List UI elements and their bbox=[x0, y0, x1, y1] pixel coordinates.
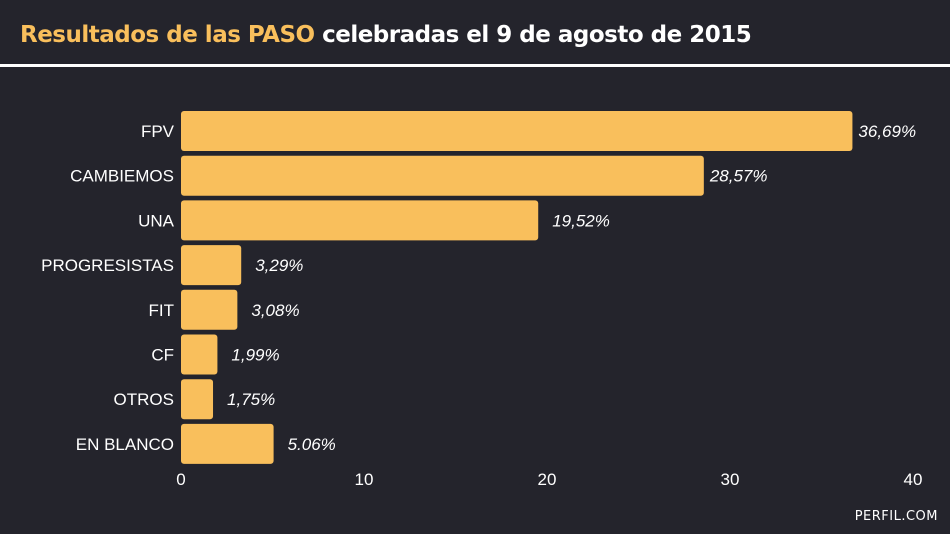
category-label: FIT bbox=[149, 301, 175, 320]
category-label: EN BLANCO bbox=[76, 435, 174, 454]
category-label: PROGRESISTAS bbox=[41, 256, 174, 275]
labels-layer: FPV 36,69% CAMBIEMOS 28,57% UNA 19,52% PROGRES… bbox=[41, 122, 916, 454]
data-label: 1,99% bbox=[231, 346, 279, 365]
x-tick-label: 20 bbox=[538, 470, 557, 489]
bar-cf bbox=[181, 334, 218, 375]
data-label: 19,52% bbox=[552, 211, 610, 230]
bar-otros bbox=[181, 379, 214, 420]
category-label: CF bbox=[151, 346, 174, 365]
data-label: 5.06% bbox=[288, 435, 336, 454]
x-tick-label: 0 bbox=[176, 470, 185, 489]
chart-header: Resultados de las PASO celebradas el 9 d… bbox=[0, 0, 950, 64]
data-label: 3,29% bbox=[255, 256, 303, 275]
source-credit: PERFIL.COM bbox=[854, 509, 938, 524]
category-label: CAMBIEMOS bbox=[70, 167, 174, 186]
category-label: FPV bbox=[141, 122, 175, 141]
x-tick-label: 40 bbox=[904, 470, 923, 489]
x-axis: 0 10 20 30 40 bbox=[176, 470, 922, 489]
title-highlight: Resultados de las PASO bbox=[20, 22, 315, 48]
header-divider bbox=[0, 64, 950, 67]
data-label: 28,57% bbox=[709, 167, 768, 186]
bar-fit bbox=[181, 289, 238, 330]
bar-una bbox=[181, 200, 539, 241]
bar-fpv bbox=[181, 111, 853, 151]
chart-title: Resultados de las PASO celebradas el 9 d… bbox=[20, 22, 752, 48]
bar-en-blanco bbox=[181, 423, 274, 464]
category-label: UNA bbox=[138, 211, 175, 230]
bar-cambiemos bbox=[181, 155, 704, 196]
bars-layer bbox=[181, 111, 853, 464]
data-label: 3,08% bbox=[251, 301, 299, 320]
x-tick-label: 30 bbox=[721, 470, 740, 489]
bar-progresistas bbox=[181, 245, 242, 286]
data-label: 1,75% bbox=[227, 390, 275, 409]
category-label: OTROS bbox=[114, 390, 174, 409]
data-label: 36,69% bbox=[858, 122, 916, 141]
title-rest: celebradas el 9 de agosto de 2015 bbox=[314, 22, 752, 48]
x-tick-label: 10 bbox=[355, 470, 374, 489]
